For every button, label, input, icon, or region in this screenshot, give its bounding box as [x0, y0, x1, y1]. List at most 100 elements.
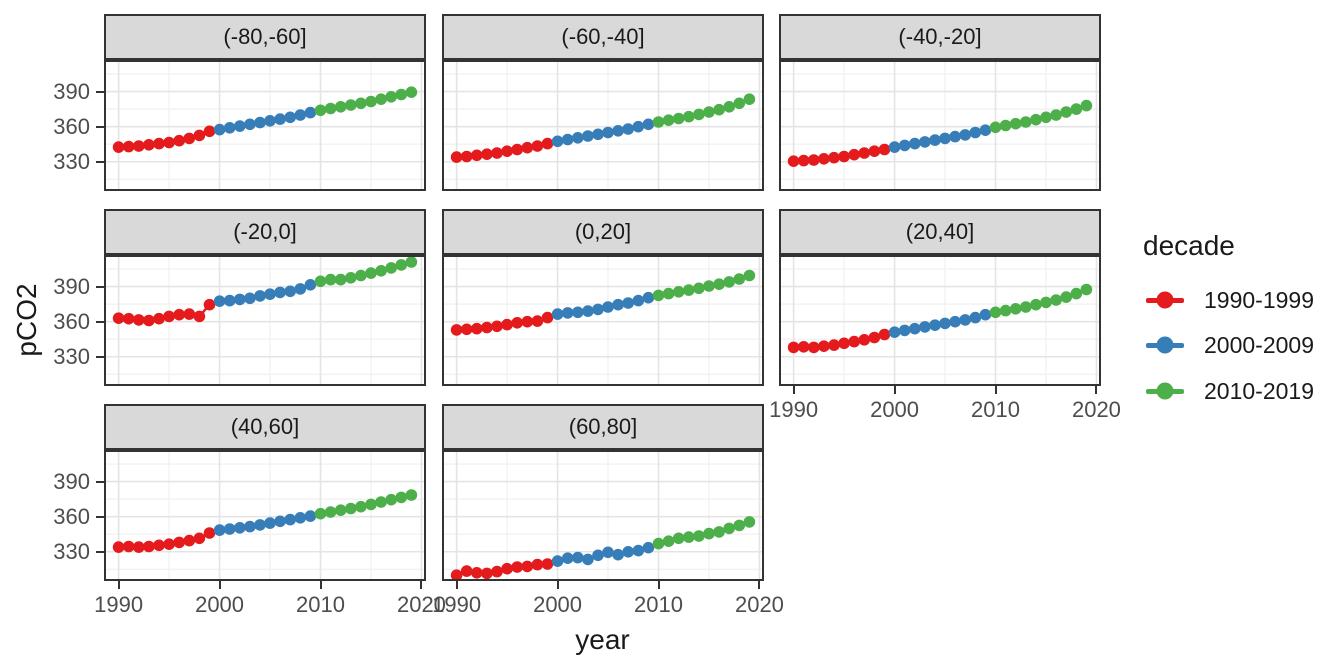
data-point — [153, 539, 165, 552]
data-point — [405, 489, 418, 501]
data-point — [1060, 106, 1072, 118]
legend-title: decade — [1143, 230, 1235, 261]
legend-label: 2000-2009 — [1204, 331, 1314, 358]
x-tick-label: 2020 — [1071, 397, 1121, 422]
data-point — [561, 552, 574, 564]
x-axis-title: year — [575, 624, 630, 655]
data-point — [622, 123, 634, 135]
legend-entry-1990-1999: 1990-1999 — [1146, 287, 1314, 313]
data-point — [274, 286, 286, 299]
data-point — [521, 560, 534, 573]
data-point — [355, 97, 367, 110]
data-point — [989, 306, 1002, 319]
data-point — [592, 128, 604, 141]
x-tick-mark — [218, 581, 221, 589]
data-point — [909, 137, 921, 150]
panel-border — [442, 60, 764, 191]
data-point — [1030, 113, 1042, 126]
legend-dot-icon — [1156, 291, 1174, 309]
x-tick-mark — [1095, 386, 1098, 394]
data-point — [808, 154, 820, 166]
data-point — [733, 519, 746, 532]
x-tick-label: 1990 — [432, 592, 482, 617]
data-point — [999, 304, 1012, 317]
facet-strip-label: (-60,-40] — [561, 24, 645, 49]
data-point — [213, 524, 226, 536]
facet-strip-label: (-80,-60] — [223, 24, 307, 49]
data-point — [531, 140, 544, 152]
data-point — [193, 310, 206, 323]
data-point — [642, 541, 655, 554]
y-tick-mark — [96, 285, 104, 288]
data-point — [929, 319, 941, 331]
data-point — [848, 335, 860, 348]
data-point — [713, 278, 725, 290]
data-point — [683, 110, 695, 123]
x-tick-label: 2000 — [870, 397, 920, 422]
data-point — [541, 311, 554, 324]
data-point — [572, 551, 584, 564]
data-point — [244, 118, 256, 131]
data-point — [314, 104, 327, 117]
legend-key-line-dot-icon — [1146, 335, 1184, 355]
x-tick-mark — [893, 386, 896, 394]
data-point — [213, 295, 226, 307]
y-axis-title: pCO2 — [11, 283, 42, 357]
data-point — [642, 118, 655, 131]
data-point — [652, 537, 665, 550]
data-point — [949, 315, 961, 328]
data-point — [743, 269, 756, 282]
data-point — [375, 93, 387, 105]
legend-entry-2010-2019: 2010-2019 — [1146, 378, 1314, 404]
data-point — [561, 133, 574, 146]
data-point — [848, 148, 860, 161]
facet-strip-label: (60,80] — [568, 414, 638, 439]
data-point — [868, 145, 881, 157]
data-point — [324, 273, 337, 286]
data-point — [797, 341, 810, 353]
data-point — [868, 331, 881, 344]
data-point — [203, 298, 216, 311]
x-tick-mark — [792, 386, 795, 394]
data-point — [173, 536, 185, 549]
data-point — [450, 151, 463, 163]
data-point — [244, 292, 256, 305]
data-point — [1080, 99, 1093, 112]
panel-border — [779, 60, 1101, 191]
data-point — [652, 116, 665, 128]
x-tick-mark — [758, 581, 761, 589]
data-point — [612, 125, 624, 137]
data-point — [163, 310, 175, 323]
data-point — [223, 523, 236, 535]
x-tick-mark — [117, 581, 120, 589]
data-point — [355, 500, 367, 513]
data-point — [254, 116, 266, 129]
data-point — [345, 502, 357, 515]
data-point — [395, 491, 408, 504]
data-point — [828, 151, 840, 164]
data-point — [183, 308, 196, 320]
data-point — [183, 132, 196, 145]
data-point — [314, 275, 327, 288]
x-tick-mark — [556, 581, 559, 589]
data-point — [375, 496, 387, 508]
panel-background — [104, 450, 426, 581]
data-point — [683, 284, 695, 296]
y-tick-mark — [96, 160, 104, 163]
data-point — [959, 314, 971, 326]
data-point — [878, 328, 891, 341]
data-point — [642, 291, 655, 304]
data-point — [662, 287, 675, 300]
data-point — [501, 318, 513, 331]
facet-plot-area — [442, 255, 764, 386]
data-point — [193, 532, 206, 545]
facet-plot-area — [442, 60, 764, 191]
data-point — [602, 126, 614, 139]
y-tick-mark — [96, 125, 104, 128]
data-point — [274, 515, 286, 528]
data-point — [284, 111, 296, 124]
data-point — [723, 101, 735, 113]
y-tick-label: 330 — [53, 343, 90, 369]
data-point — [1040, 111, 1052, 124]
data-point — [838, 337, 850, 350]
